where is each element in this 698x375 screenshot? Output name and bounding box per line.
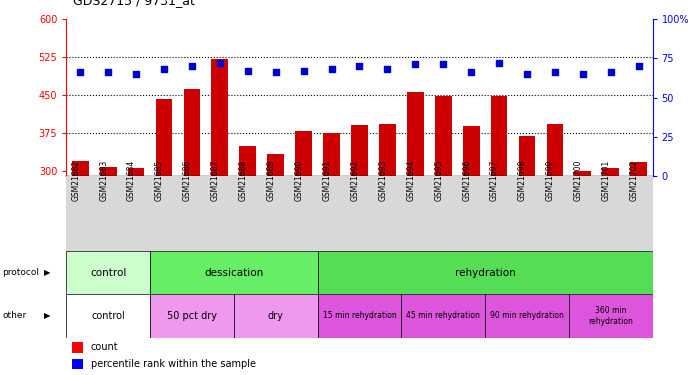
Text: ▶: ▶ — [44, 268, 50, 278]
Point — [158, 66, 170, 72]
Bar — [401, 294, 485, 338]
Text: GSM21682: GSM21682 — [71, 159, 80, 201]
Point — [186, 63, 198, 69]
Text: 360 min
rehydration: 360 min rehydration — [588, 306, 633, 326]
Bar — [379, 124, 396, 324]
Text: GSM21691: GSM21691 — [322, 159, 332, 201]
Text: GSM21687: GSM21687 — [211, 159, 220, 201]
Point — [298, 68, 309, 74]
Text: percentile rank within the sample: percentile rank within the sample — [91, 359, 256, 369]
Bar — [323, 133, 340, 324]
Point — [270, 69, 281, 75]
Bar — [407, 92, 424, 324]
Bar — [491, 96, 507, 324]
Bar — [150, 251, 318, 294]
Point — [633, 63, 644, 69]
Text: 50 pct dry: 50 pct dry — [167, 311, 217, 321]
Bar — [72, 161, 89, 324]
Text: count: count — [91, 342, 119, 352]
Text: dry: dry — [268, 311, 283, 321]
Text: GSM21686: GSM21686 — [183, 159, 192, 201]
Text: GSM21690: GSM21690 — [295, 159, 304, 201]
Text: protocol: protocol — [2, 268, 39, 278]
Bar — [239, 146, 256, 324]
Bar — [485, 294, 569, 338]
Text: GSM21701: GSM21701 — [602, 159, 611, 201]
Bar — [66, 294, 150, 338]
Text: GSM21697: GSM21697 — [490, 159, 499, 201]
Bar — [211, 59, 228, 324]
Bar — [267, 154, 284, 324]
Bar — [66, 251, 150, 294]
Point — [242, 68, 253, 74]
Bar — [463, 126, 480, 324]
Bar — [519, 136, 535, 324]
Text: GSM21693: GSM21693 — [378, 159, 387, 201]
Point — [577, 71, 588, 77]
Bar — [630, 162, 647, 324]
Bar — [574, 171, 591, 324]
Point — [410, 62, 421, 68]
Bar — [128, 168, 144, 324]
Text: GSM21684: GSM21684 — [127, 159, 136, 201]
Text: GSM21698: GSM21698 — [518, 159, 527, 201]
Text: GSM21689: GSM21689 — [267, 159, 276, 201]
Text: GDS2715 / 9731_at: GDS2715 / 9731_at — [73, 0, 195, 8]
Point — [605, 69, 616, 75]
Bar — [295, 130, 312, 324]
Point — [438, 62, 449, 68]
Point — [493, 60, 505, 66]
Bar — [72, 359, 83, 369]
Bar — [72, 342, 83, 352]
Bar — [351, 126, 368, 324]
Text: control: control — [91, 311, 125, 321]
Bar — [234, 294, 318, 338]
Point — [466, 69, 477, 75]
Text: dessication: dessication — [205, 268, 263, 278]
Point — [382, 66, 393, 72]
Bar — [569, 294, 653, 338]
Text: GSM21700: GSM21700 — [574, 159, 583, 201]
Bar — [318, 294, 401, 338]
Text: rehydration: rehydration — [454, 268, 516, 278]
Text: GSM21699: GSM21699 — [546, 159, 555, 201]
Text: GSM21685: GSM21685 — [155, 159, 164, 201]
Bar — [184, 89, 200, 324]
Bar — [100, 167, 117, 324]
Text: 45 min rehydration: 45 min rehydration — [406, 311, 480, 320]
Point — [214, 60, 225, 66]
Point — [354, 63, 365, 69]
Bar — [150, 294, 234, 338]
Point — [75, 69, 86, 75]
Text: ▶: ▶ — [44, 311, 50, 320]
Text: GSM21683: GSM21683 — [99, 159, 108, 201]
Text: GSM21695: GSM21695 — [434, 159, 443, 201]
Text: GSM21702: GSM21702 — [630, 159, 639, 201]
Point — [131, 71, 142, 77]
Point — [521, 71, 533, 77]
Bar — [435, 96, 452, 324]
Point — [549, 69, 560, 75]
Text: GSM21692: GSM21692 — [350, 159, 359, 201]
Text: other: other — [2, 311, 27, 320]
Text: GSM21694: GSM21694 — [406, 159, 415, 201]
Point — [326, 66, 337, 72]
Text: GSM21696: GSM21696 — [462, 159, 471, 201]
Bar — [547, 124, 563, 324]
Point — [103, 69, 114, 75]
Bar — [318, 251, 653, 294]
Bar — [602, 168, 619, 324]
Text: GSM21688: GSM21688 — [239, 159, 248, 201]
Text: control: control — [90, 268, 126, 278]
Text: 15 min rehydration: 15 min rehydration — [322, 311, 396, 320]
Text: 90 min rehydration: 90 min rehydration — [490, 311, 564, 320]
Bar — [156, 99, 172, 324]
